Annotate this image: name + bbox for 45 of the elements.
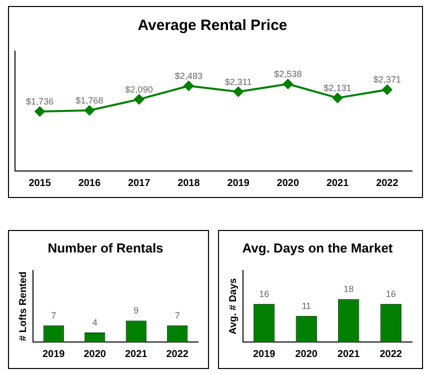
x-tick-label: 2019	[253, 348, 276, 360]
data-label: $1,768	[76, 95, 104, 106]
data-label: 7	[174, 310, 180, 320]
x-tick-label: 2018	[178, 178, 200, 189]
data-label: 16	[259, 288, 270, 299]
x-tick-label: 2019	[227, 178, 250, 189]
data-label: $2,090	[125, 84, 153, 94]
data-label: 11	[302, 300, 312, 311]
x-tick-label: 2020	[276, 178, 300, 189]
data-label: $2,131	[324, 82, 352, 93]
x-tick-label: 2017	[128, 178, 151, 189]
y-axis-title: # Lofts Rented	[18, 272, 29, 342]
point	[282, 78, 293, 89]
y-axis-title: Avg. # Days	[228, 278, 239, 334]
chart-title: Avg. Days on the Market	[242, 240, 394, 256]
x-tick-label: 2021	[125, 348, 148, 360]
data-label: $2,311	[224, 76, 252, 87]
point	[382, 84, 392, 95]
data-label: 9	[134, 306, 139, 316]
x-tick-label: 2021	[338, 348, 360, 360]
x-tick-label: 2022	[376, 178, 399, 189]
x-tick-label: 2019	[42, 348, 66, 360]
x-tick-label: 2021	[326, 178, 350, 189]
x-tick-label: 2016	[78, 178, 101, 189]
point	[134, 94, 144, 104]
data-label: $2,371	[373, 74, 401, 85]
data-label: 18	[344, 284, 354, 294]
x-tick-label: 2022	[166, 348, 189, 360]
point	[34, 106, 45, 116]
point	[332, 92, 343, 103]
point	[184, 80, 194, 91]
data-label: 16	[386, 288, 396, 299]
data-label: 7	[51, 310, 56, 320]
chart-title: Average Rental Price	[138, 17, 288, 34]
x-tick-label: 2020	[295, 348, 318, 360]
x-tick-label: 2022	[380, 348, 402, 360]
x-tick-label: 2015	[28, 178, 52, 189]
point	[84, 105, 94, 116]
x-tick-label: 2020	[84, 348, 106, 360]
data-label: $2,483	[174, 70, 202, 81]
chart-title: Number of Rentals	[48, 240, 164, 256]
data-label: $2,538	[274, 68, 302, 79]
data-label: 4	[92, 317, 98, 328]
data-label: $1,736	[26, 96, 54, 106]
point	[233, 86, 244, 97]
